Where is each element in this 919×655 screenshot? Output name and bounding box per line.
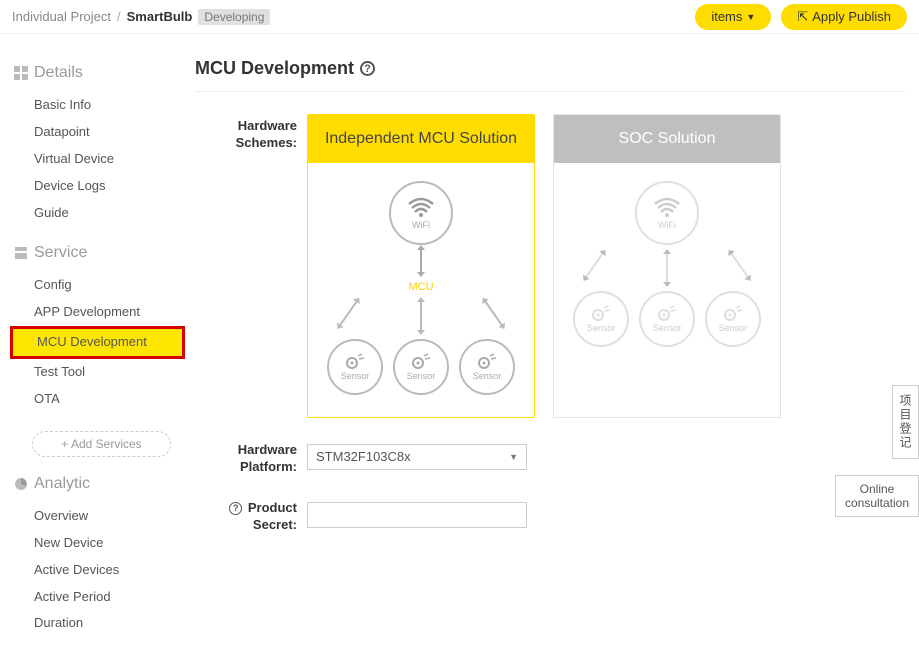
sensor-icon [410,353,432,369]
add-services-button[interactable]: + Add Services [32,431,171,457]
sensor-node: Sensor [459,339,515,395]
caret-down-icon: ▼ [509,452,518,462]
scheme-independent-mcu[interactable]: Independent MCU Solution WiFi [307,114,535,418]
scheme-header-sel: Independent MCU Solution [308,115,534,163]
page-title-text: MCU Development [195,58,354,79]
breadcrumb-project[interactable]: SmartBulb [127,9,193,24]
details-title: Details [34,64,83,82]
sidebar: Details Basic Info Datapoint Virtual Dev… [14,58,179,655]
apply-publish-button[interactable]: ⇱ Apply Publish [781,4,907,30]
sensor-label-dim: Sensor [587,323,616,333]
wifi-icon [652,196,682,218]
online-consult-button[interactable]: Online consultation [835,475,919,517]
items-label: items [711,9,742,24]
secret-row: ? Product Secret: [195,496,905,534]
section-service: Service [14,244,171,262]
schemes-row: Hardware Schemes: Independent MCU Soluti… [195,114,905,418]
caret-down-icon: ▼ [746,12,755,22]
sensor-node: Sensor [327,339,383,395]
sensor-node-dim: Sensor [573,291,629,347]
breadcrumb-sep: / [117,9,121,24]
sensor-icon [344,353,366,369]
help-icon[interactable]: ? [229,502,242,515]
apply-label: Apply Publish [812,9,891,24]
sensor-node: Sensor [393,339,449,395]
section-details: Details [14,64,171,82]
sensor-label: Sensor [341,371,370,381]
sidebar-item-app-development[interactable]: APP Development [14,299,171,326]
analytic-title: Analytic [34,475,90,493]
sensor-icon [590,305,612,321]
scheme-header-alt: SOC Solution [554,115,780,163]
secret-label-text: Product Secret: [248,500,297,532]
sensor-label: Sensor [473,371,502,381]
sidebar-item-basic-info[interactable]: Basic Info [14,92,171,119]
platform-label: Hardware Platform: [195,438,307,476]
status-badge: Developing [198,9,270,25]
items-dropdown[interactable]: items ▼ [695,4,771,30]
wifi-label: WiFi [412,220,430,230]
breadcrumb: Individual Project / SmartBulb Developin… [12,9,270,25]
top-actions: items ▼ ⇱ Apply Publish [695,4,907,30]
scheme-body-alt: WiFi Sensor Sensor [554,163,780,369]
section-analytic: Analytic [14,475,171,493]
secret-input[interactable] [307,502,527,528]
page-title: MCU Development ? [195,58,905,92]
sidebar-item-guide[interactable]: Guide [14,200,171,227]
fan-arrows-dim [592,253,742,283]
pie-icon [14,477,28,491]
service-title: Service [34,244,87,262]
platform-value: STM32F103C8x [316,449,411,464]
sensor-icon [476,353,498,369]
sidebar-item-device-logs[interactable]: Device Logs [14,173,171,200]
service-items: Config APP Development MCU Development T… [14,272,171,412]
wifi-icon [406,196,436,218]
wifi-label-dim: WiFi [658,220,676,230]
sidebar-item-duration[interactable]: Duration [14,610,171,637]
sidebar-item-config[interactable]: Config [14,272,171,299]
sensor-icon [656,305,678,321]
sensor-node-dim: Sensor [639,291,695,347]
sidebar-item-ota[interactable]: OTA [14,386,171,413]
help-icon[interactable]: ? [360,61,375,76]
analytic-items: Overview New Device Active Devices Activ… [14,503,171,637]
sidebar-item-datapoint[interactable]: Datapoint [14,119,171,146]
arrow-icon [420,249,422,273]
sidebar-item-active-period[interactable]: Active Period [14,584,171,611]
platform-row: Hardware Platform: STM32F103C8x ▼ [195,438,905,476]
sensor-node-dim: Sensor [705,291,761,347]
sidebar-item-mcu-development[interactable]: MCU Development [10,326,185,359]
sidebar-item-new-device[interactable]: New Device [14,530,171,557]
sensor-label-dim: Sensor [719,323,748,333]
grid-icon [14,66,28,80]
project-register-button[interactable]: 项目登记 [892,385,919,459]
sensor-label-dim: Sensor [653,323,682,333]
sidebar-item-test-tool[interactable]: Test Tool [14,359,171,386]
floating-tools: 项目登记 Online consultation [835,385,919,517]
breadcrumb-root[interactable]: Individual Project [12,9,111,24]
wifi-node: WiFi [389,181,453,245]
external-icon: ⇱ [797,9,808,25]
details-items: Basic Info Datapoint Virtual Device Devi… [14,92,171,226]
topbar: Individual Project / SmartBulb Developin… [0,0,919,34]
scheme-soc[interactable]: SOC Solution WiFi [553,114,781,418]
platform-select[interactable]: STM32F103C8x ▼ [307,444,527,470]
sensor-row: Sensor Sensor Sensor [327,339,515,395]
sidebar-item-active-devices[interactable]: Active Devices [14,557,171,584]
sidebar-item-virtual-device[interactable]: Virtual Device [14,146,171,173]
schemes-container: Independent MCU Solution WiFi [307,114,781,418]
scheme-body-sel: WiFi MCU Sensor [308,163,534,417]
main-content: MCU Development ? Hardware Schemes: Inde… [179,58,905,655]
schemes-label: Hardware Schemes: [195,114,307,152]
stack-icon [14,246,28,260]
sensor-row-dim: Sensor Sensor Sensor [573,291,761,347]
sensor-label: Sensor [407,371,436,381]
sensor-icon [722,305,744,321]
secret-label: ? Product Secret: [195,496,307,534]
fan-arrows [346,301,496,331]
wifi-node-dim: WiFi [635,181,699,245]
mcu-label: MCU [408,277,433,297]
sidebar-item-overview[interactable]: Overview [14,503,171,530]
